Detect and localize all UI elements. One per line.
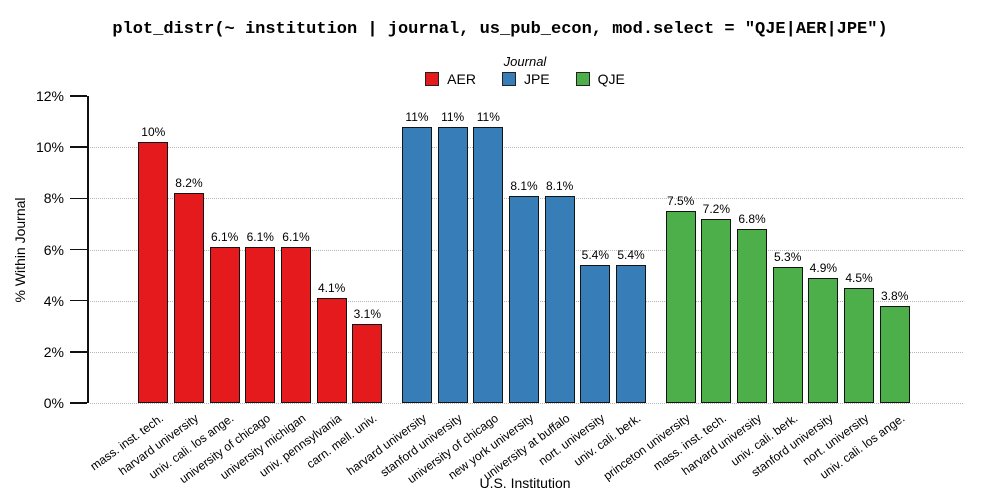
- y-axis-tick: [70, 95, 87, 97]
- legend-entries: AER JPE QJE: [50, 71, 1000, 87]
- bar-value-label: 8.2%: [175, 176, 203, 191]
- bar-value-label: 11%: [441, 109, 465, 124]
- bar-qje-4: [808, 277, 839, 403]
- bar-jpe-4: [544, 195, 575, 403]
- bar-value-label: 5.4%: [581, 247, 610, 262]
- legend-entry-jpe: JPE: [501, 71, 550, 87]
- bar-qje-0: [665, 211, 696, 403]
- bar-aer-1: [173, 193, 204, 403]
- bar-jpe-1: [437, 126, 468, 403]
- bar-value-label: 11%: [476, 109, 500, 124]
- bar-value-label: 3.1%: [353, 306, 381, 321]
- bar-aer-4: [280, 246, 311, 403]
- legend-entry-aer: AER: [425, 71, 476, 87]
- bar-value-label: 5.3%: [774, 250, 802, 265]
- bar-aer-0: [138, 142, 169, 403]
- bar-qje-3: [772, 267, 803, 403]
- bar-qje-1: [701, 218, 732, 403]
- bar-qje-6: [879, 305, 910, 403]
- bar-value-label: 4.9%: [809, 260, 838, 275]
- y-axis-tick: [70, 146, 87, 148]
- legend-label: JPE: [523, 71, 550, 87]
- bar-aer-3: [245, 246, 276, 403]
- y-axis-tick: [70, 299, 87, 302]
- y-tick-label: 4%: [43, 292, 64, 309]
- y-tick-label: 8%: [43, 190, 64, 207]
- gridline: [90, 403, 963, 404]
- bar-aer-5: [316, 298, 347, 403]
- y-axis-tick: [70, 197, 87, 200]
- bar-value-label: 7.5%: [666, 194, 695, 209]
- y-tick-label: 2%: [43, 343, 64, 360]
- legend-swatch-qje: [575, 72, 590, 86]
- bar-jpe-5: [580, 264, 611, 403]
- legend: Journal AER JPE QJE: [50, 54, 1000, 87]
- legend-swatch-aer: [425, 72, 440, 86]
- legend-swatch-jpe: [501, 72, 516, 86]
- legend-title: Journal: [503, 54, 547, 69]
- bar-value-label: 11%: [405, 109, 429, 124]
- y-tick-label: 12%: [35, 88, 64, 104]
- bar-qje-2: [737, 229, 768, 403]
- bar-value-label: 4.1%: [317, 281, 346, 296]
- legend-label: AER: [447, 71, 476, 87]
- bar-aer-2: [209, 246, 240, 403]
- plot-title: plot_distr(~ institution | journal, us_p…: [112, 20, 888, 39]
- bar-aer-6: [352, 323, 383, 403]
- y-tick-label: 0%: [43, 395, 64, 411]
- legend-label: QJE: [597, 71, 625, 87]
- bar-jpe-0: [401, 126, 432, 403]
- bar-value-label: 3.8%: [881, 288, 909, 303]
- bar-jpe-6: [616, 264, 646, 403]
- y-axis-tick: [70, 402, 87, 404]
- x-axis-title: U.S. Institution: [479, 475, 571, 491]
- bar-value-label: 8.1%: [545, 178, 574, 193]
- bar-jpe-3: [509, 195, 539, 403]
- legend-entry-qje: QJE: [575, 71, 625, 87]
- gridline: [90, 147, 963, 149]
- y-axis-tick: [70, 351, 87, 353]
- y-axis-line: [87, 96, 89, 403]
- bar-value-label: 8.1%: [510, 178, 538, 193]
- bar-value-label: 7.2%: [702, 201, 731, 216]
- bar-jpe-2: [473, 126, 504, 403]
- y-tick-label: 6%: [43, 241, 64, 258]
- bar-qje-5: [844, 287, 875, 403]
- y-tick-label: 10%: [35, 139, 64, 156]
- bar-value-label: 6.8%: [738, 212, 766, 227]
- bar-value-label: 6.1%: [282, 229, 310, 244]
- bar-value-label: 10%: [141, 125, 166, 140]
- bar-value-label: 6.1%: [210, 229, 239, 244]
- bar-value-label: 5.4%: [617, 247, 645, 262]
- bar-value-label: 6.1%: [246, 229, 274, 244]
- y-axis-tick: [70, 248, 87, 251]
- bar-value-label: 4.5%: [845, 270, 873, 285]
